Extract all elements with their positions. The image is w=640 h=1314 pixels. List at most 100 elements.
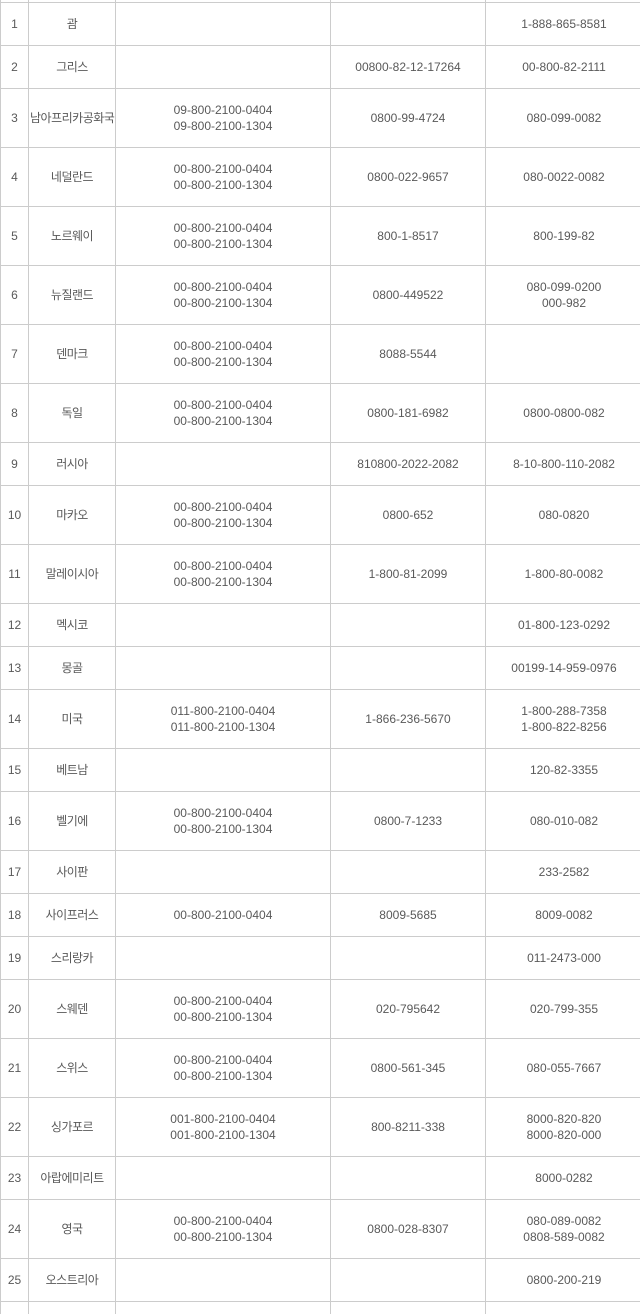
- phone-number-cell: 800-1-8517: [330, 206, 486, 266]
- row-number-cell: 2: [0, 45, 29, 89]
- table-row: 13 몽골 00199-14-959-0976: [0, 646, 640, 690]
- table-row: 5 노르웨이 00-800-2100-0404 00-800-2100-1304 80…: [0, 206, 640, 266]
- phone-number-cell: [330, 850, 486, 894]
- phone-number-cell-2: 080-010-082: [485, 791, 640, 851]
- phone-number-cell-2: 080-0820: [485, 485, 640, 545]
- phone-number-cell-2: 1-888-865-8581: [485, 2, 640, 46]
- table-row: 11 말레이시아 00-800-2100-0404 00-800-2100-1304…: [0, 544, 640, 604]
- row-number-cell: 19: [0, 936, 29, 980]
- clipped-row-bottom: [0, 1301, 640, 1314]
- row-number-cell: 4: [0, 147, 29, 207]
- phone-number-cell-2: 120-82-3355: [485, 748, 640, 792]
- phone-number-cell: 020-795642: [330, 979, 486, 1039]
- row-number-cell: 6: [0, 265, 29, 325]
- phone-number-cell: 0800-181-6982: [330, 383, 486, 443]
- phone-number-cell: 800-8211-338: [330, 1097, 486, 1157]
- row-number-cell: 12: [0, 603, 29, 647]
- row-number-cell: 20: [0, 979, 29, 1039]
- phone-number-cell: [330, 2, 486, 46]
- phone-number-cell-2: 8000-820-820 8000-820-000: [485, 1097, 640, 1157]
- access-number-cell: [115, 1301, 331, 1314]
- country-cell: 남아프리카공화국: [28, 88, 116, 148]
- phone-number-cell: [330, 603, 486, 647]
- phone-number-cell-2: 080-099-0082: [485, 88, 640, 148]
- access-number-cell: 00-800-2100-0404 00-800-2100-1304: [115, 324, 331, 384]
- table-row: 7 덴마크 00-800-2100-0404 00-800-2100-1304 808…: [0, 324, 640, 384]
- country-cell: 스위스: [28, 1038, 116, 1098]
- phone-number-cell: 1-800-81-2099: [330, 544, 486, 604]
- row-number-cell: 3: [0, 88, 29, 148]
- access-number-cell: [115, 936, 331, 980]
- access-number-cell: 00-800-2100-0404 00-800-2100-1304: [115, 485, 331, 545]
- phone-number-cell: [330, 1258, 486, 1302]
- country-cell: 벨기에: [28, 791, 116, 851]
- country-cell: 영국: [28, 1199, 116, 1259]
- country-cell: 몽골: [28, 646, 116, 690]
- access-number-cell: [115, 45, 331, 89]
- table-row: 10 마카오 00-800-2100-0404 00-800-2100-1304 08…: [0, 485, 640, 545]
- phone-number-cell: 00800-82-12-17264: [330, 45, 486, 89]
- row-number-cell: 16: [0, 791, 29, 851]
- access-number-cell: 00-800-2100-0404 00-800-2100-1304: [115, 383, 331, 443]
- row-number-cell: 18: [0, 893, 29, 937]
- row-number-cell: 15: [0, 748, 29, 792]
- country-cell: 스웨덴: [28, 979, 116, 1039]
- row-number-cell: 24: [0, 1199, 29, 1259]
- country-cell: 오스트리아: [28, 1258, 116, 1302]
- table-row: 16 벨기에 00-800-2100-0404 00-800-2100-1304 08…: [0, 791, 640, 851]
- phone-number-cell: 0800-7-1233: [330, 791, 486, 851]
- phone-number-cell-2: 080-055-7667: [485, 1038, 640, 1098]
- phone-number-cell: 0800-449522: [330, 265, 486, 325]
- country-cell: 아랍에미리트: [28, 1156, 116, 1200]
- phone-number-cell-2: 020-799-355: [485, 979, 640, 1039]
- access-number-cell: 00-800-2100-0404 00-800-2100-1304: [115, 265, 331, 325]
- country-cell: 싱가포르: [28, 1097, 116, 1157]
- row-number-cell: 13: [0, 646, 29, 690]
- phone-number-cell-2: 00199-14-959-0976: [485, 646, 640, 690]
- access-number-cell: 00-800-2100-0404 00-800-2100-1304: [115, 1199, 331, 1259]
- row-number-cell: 10: [0, 485, 29, 545]
- table-row: 1 괌 1-888-865-8581: [0, 2, 640, 46]
- access-number-cell: 00-800-2100-0404 00-800-2100-1304: [115, 147, 331, 207]
- phone-number-cell-2: 1-800-288-7358 1-800-822-8256: [485, 689, 640, 749]
- access-number-cell: [115, 2, 331, 46]
- access-number-cell: 001-800-2100-0404 001-800-2100-1304: [115, 1097, 331, 1157]
- country-cell: 네덜란드: [28, 147, 116, 207]
- access-number-cell: 09-800-2100-0404 09-800-2100-1304: [115, 88, 331, 148]
- phone-number-cell: [330, 1301, 486, 1314]
- access-number-cell: 00-800-2100-0404 00-800-2100-1304: [115, 1038, 331, 1098]
- phone-number-cell: [330, 748, 486, 792]
- country-cell: 멕시코: [28, 603, 116, 647]
- table-row: 12 멕시코 01-800-123-0292: [0, 603, 640, 647]
- row-number-cell: 17: [0, 850, 29, 894]
- row-number-cell: 5: [0, 206, 29, 266]
- access-number-cell: [115, 442, 331, 486]
- country-cell: 마카오: [28, 485, 116, 545]
- table-row: 9 러시아 810800-2022-2082 8-10-800-110-2082: [0, 442, 640, 486]
- country-cell: 노르웨이: [28, 206, 116, 266]
- phone-number-cell: 0800-022-9657: [330, 147, 486, 207]
- country-cell: 덴마크: [28, 324, 116, 384]
- table-row: 2 그리스 00800-82-12-17264 00-800-82-2111: [0, 45, 640, 89]
- access-number-cell: 00-800-2100-0404 00-800-2100-1304: [115, 791, 331, 851]
- row-number-cell: 25: [0, 1258, 29, 1302]
- phone-number-cell-2: 8000-0282: [485, 1156, 640, 1200]
- table-row: 6 뉴질랜드 00-800-2100-0404 00-800-2100-1304 08…: [0, 265, 640, 325]
- country-cell: 말레이시아: [28, 544, 116, 604]
- country-cell: 스리랑카: [28, 936, 116, 980]
- phone-number-cell: 0800-99-4724: [330, 88, 486, 148]
- phone-number-cell-2: 0800-0800-082: [485, 383, 640, 443]
- phone-number-cell-2: 080-089-0082 0808-589-0082: [485, 1199, 640, 1259]
- phone-number-cell-2: 011-2473-000: [485, 936, 640, 980]
- row-number-cell: 11: [0, 544, 29, 604]
- country-cell: 그리스: [28, 45, 116, 89]
- phone-number-cell-2: 01-800-123-0292: [485, 603, 640, 647]
- table-row: 20 스웨덴 00-800-2100-0404 00-800-2100-1304 02…: [0, 979, 640, 1039]
- country-cell: 베트남: [28, 748, 116, 792]
- table-row: 3 남아프리카공화국 09-800-2100-0404 09-800-2100-13…: [0, 88, 640, 148]
- access-number-cell: 00-800-2100-0404: [115, 893, 331, 937]
- phone-number-cell: [330, 1156, 486, 1200]
- access-number-cell: 011-800-2100-0404 011-800-2100-1304: [115, 689, 331, 749]
